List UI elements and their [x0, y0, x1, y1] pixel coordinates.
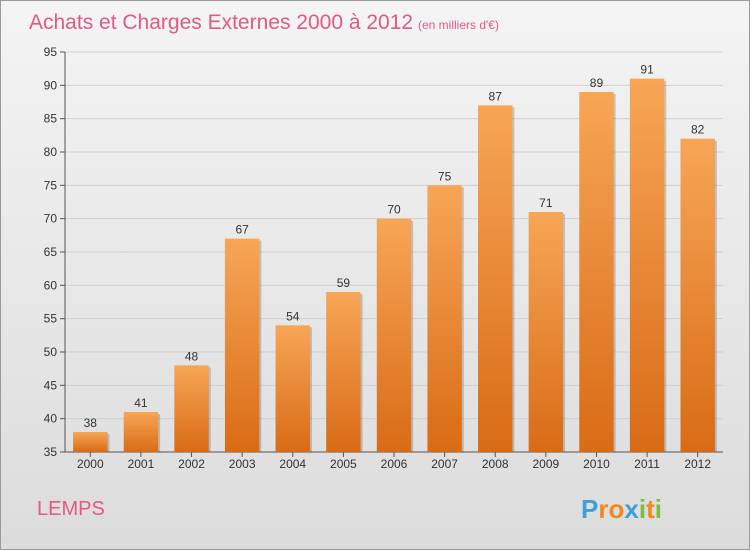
x-tick-label: 2007 — [431, 457, 458, 471]
x-tick-label: 2001 — [128, 457, 155, 471]
logo-letter: x — [624, 494, 639, 524]
y-tick-label: 95 — [44, 45, 58, 59]
logo-letter: r — [598, 494, 608, 524]
bar-value-label: 82 — [691, 123, 705, 137]
logo-letter: i — [639, 494, 646, 524]
bar-2009 — [528, 212, 564, 452]
bar-2006 — [376, 218, 412, 452]
x-tick-label: 2011 — [634, 457, 660, 471]
bar-value-label: 54 — [286, 309, 300, 323]
y-tick-label: 75 — [44, 178, 58, 192]
bar-2001 — [123, 412, 159, 452]
bar-2005 — [326, 292, 361, 452]
bars: 38 41 48 67 54 59 70 75 87 71 89 91 82 — [73, 63, 717, 453]
bar-2004 — [275, 325, 310, 452]
y-tick-label: 60 — [44, 278, 58, 292]
x-tick-label: 2003 — [229, 457, 256, 471]
logo-letter: o — [608, 494, 624, 524]
bar-2002 — [174, 365, 209, 452]
bar-value-label: 59 — [337, 276, 351, 290]
bar-2012 — [680, 138, 715, 452]
x-tick-label: 2012 — [684, 457, 711, 471]
bar-value-label: 38 — [84, 416, 98, 430]
bar-value-label: 75 — [438, 169, 452, 183]
x-tick-label: 2005 — [330, 457, 357, 471]
commune-name: LEMPS — [37, 498, 105, 520]
y-tick-label: 40 — [44, 412, 58, 426]
y-tick-label: 70 — [44, 212, 58, 226]
bar-value-label: 48 — [185, 349, 199, 363]
chart-title: Achats et Charges Externes 2000 à 2012 — [29, 11, 413, 34]
bar-value-label: 87 — [489, 89, 503, 103]
logo-letter: i — [655, 494, 662, 524]
x-tick-label: 2008 — [482, 457, 509, 471]
y-tick-label: 45 — [44, 378, 58, 392]
bar-2000 — [73, 432, 108, 452]
y-tick-label: 55 — [44, 312, 58, 326]
bar-2007 — [427, 185, 462, 453]
y-tick-label: 35 — [44, 445, 58, 459]
x-tick-label: 2006 — [381, 457, 408, 471]
bar-2008 — [478, 105, 513, 452]
bar-value-label: 67 — [235, 223, 249, 237]
bar-value-label: 41 — [134, 396, 148, 410]
bar-value-label: 71 — [539, 196, 553, 210]
y-tick-label: 80 — [44, 145, 58, 159]
bar-value-label: 91 — [640, 63, 654, 77]
bar-value-label: 70 — [387, 203, 401, 217]
y-tick-label: 90 — [44, 78, 58, 92]
bar-value-label: 89 — [590, 76, 604, 90]
y-tick-label: 50 — [44, 345, 58, 359]
y-tick-label: 65 — [44, 245, 58, 259]
chart-unit: (en milliers d'€) — [418, 18, 499, 32]
x-tick-label: 2009 — [532, 457, 559, 471]
x-tick-label: 2002 — [178, 457, 205, 471]
x-tick-label: 2000 — [77, 457, 104, 471]
bar-2003 — [224, 238, 260, 452]
x-tick-label: 2010 — [583, 457, 610, 471]
logo-letter: P — [581, 494, 598, 524]
y-tick-label: 85 — [44, 112, 58, 126]
bar-2010 — [579, 92, 614, 452]
proxiti-logo: Proxiti — [581, 494, 662, 524]
bar-2011 — [629, 78, 665, 453]
x-tick-label: 2004 — [279, 457, 306, 471]
logo-letter: t — [646, 494, 655, 524]
